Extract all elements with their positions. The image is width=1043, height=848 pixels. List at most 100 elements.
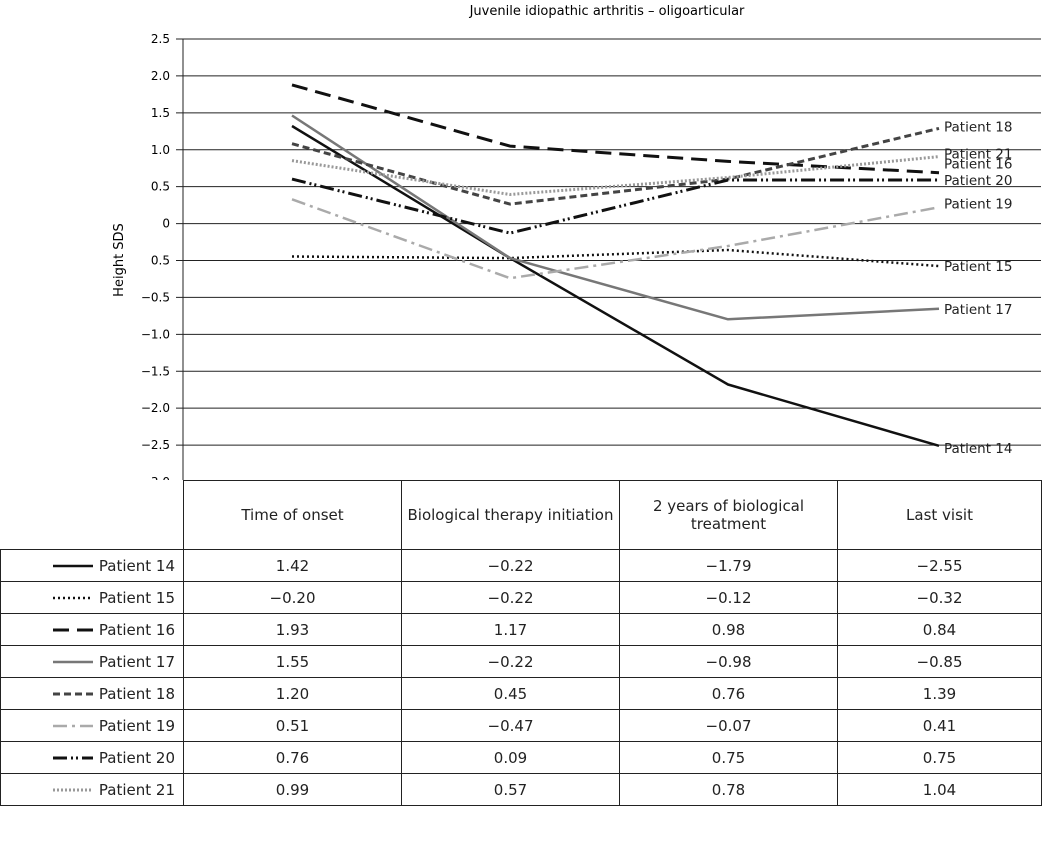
y-tick-label: −1.5 bbox=[141, 364, 170, 378]
series-name: Patient 16 bbox=[98, 620, 175, 639]
value-cell: −0.22 bbox=[401, 645, 620, 678]
series-end-label: Patient 21 bbox=[944, 147, 1012, 163]
series-end-label: Patient 18 bbox=[944, 119, 1012, 135]
legend-swatch bbox=[52, 660, 93, 664]
value-cell: −0.22 bbox=[401, 581, 620, 614]
value-cell: −0.98 bbox=[619, 645, 838, 678]
table-corner bbox=[0, 480, 184, 550]
y-tick-label: 2.0 bbox=[151, 69, 170, 83]
series-name-cell: Patient 14 bbox=[0, 549, 184, 582]
series-end-labels: Patient 14 Patient 15 Patient 16 Patient 17… bbox=[944, 119, 1012, 456]
y-tick-labels: 2.5 2.0 1.5 1.0 0.5 0 0.5 −0.5 −1.0 −1.5 −2.0 −2.5 −… bbox=[141, 32, 170, 480]
table-header-row: Time of onset Biological therapy initiat… bbox=[0, 480, 1042, 550]
value-cell: 1.04 bbox=[837, 773, 1042, 806]
legend-swatch bbox=[52, 756, 93, 760]
value-cell: −0.20 bbox=[183, 581, 402, 614]
y-tick-label: 2.5 bbox=[151, 32, 170, 46]
table-row: Patient 18 1.20 0.45 0.76 1.39 bbox=[0, 677, 1042, 710]
series-lines bbox=[291, 83, 940, 448]
y-tick-label: 0.5 bbox=[151, 254, 170, 268]
column-header: 2 years of biological treatment bbox=[619, 480, 838, 550]
value-cell: 0.99 bbox=[183, 773, 402, 806]
value-cell: 0.75 bbox=[837, 741, 1042, 774]
series-name-cell: Patient 17 bbox=[0, 645, 184, 678]
series-line bbox=[291, 83, 940, 175]
series-name: Patient 19 bbox=[98, 716, 175, 735]
series-name-cell: Patient 21 bbox=[0, 773, 184, 806]
value-cell: 1.42 bbox=[183, 549, 402, 582]
legend-swatch bbox=[52, 564, 93, 568]
value-cell: 0.76 bbox=[183, 741, 402, 774]
column-header: Last visit bbox=[837, 480, 1042, 550]
series-name-cell: Patient 20 bbox=[0, 741, 184, 774]
column-header: Biological therapy initiation bbox=[401, 480, 620, 550]
series-name-cell: Patient 16 bbox=[0, 613, 184, 646]
value-cell: −2.55 bbox=[837, 549, 1042, 582]
value-cell: 1.39 bbox=[837, 677, 1042, 710]
table-row: Patient 17 1.55 −0.22 −0.98 −0.85 bbox=[0, 645, 1042, 678]
value-cell: −0.47 bbox=[401, 709, 620, 742]
table-row: Patient 16 1.93 1.17 0.98 0.84 bbox=[0, 613, 1042, 646]
series-end-label: Patient 14 bbox=[944, 441, 1012, 457]
value-cell: 1.93 bbox=[183, 613, 402, 646]
column-header: Time of onset bbox=[183, 480, 402, 550]
line-chart: Juvenile idiopathic arthritis – oligoart… bbox=[112, 4, 1041, 480]
data-table: Time of onset Biological therapy initiat… bbox=[0, 480, 1042, 806]
series-name: Patient 20 bbox=[98, 748, 175, 767]
series-line bbox=[291, 198, 940, 280]
value-cell: 0.84 bbox=[837, 613, 1042, 646]
series-name: Patient 15 bbox=[98, 588, 175, 607]
y-tick-label: −0.5 bbox=[141, 290, 170, 304]
y-tick-label: 1.0 bbox=[151, 143, 170, 157]
value-cell: 0.98 bbox=[619, 613, 838, 646]
y-tick-label: 1.5 bbox=[151, 106, 170, 120]
table-row: Patient 15 −0.20 −0.22 −0.12 −0.32 bbox=[0, 581, 1042, 614]
value-cell: 1.17 bbox=[401, 613, 620, 646]
legend-swatch bbox=[52, 596, 93, 600]
series-end-label: Patient 15 bbox=[944, 259, 1012, 275]
value-cell: −0.12 bbox=[619, 581, 838, 614]
series-name-cell: Patient 15 bbox=[0, 581, 184, 614]
legend-swatch bbox=[52, 788, 93, 792]
value-cell: −0.32 bbox=[837, 581, 1042, 614]
legend-swatch bbox=[52, 692, 93, 696]
value-cell: 0.41 bbox=[837, 709, 1042, 742]
gridlines bbox=[176, 38, 1041, 480]
y-tick-label: −1.0 bbox=[141, 327, 170, 341]
series-line bbox=[291, 155, 940, 196]
legend-swatch bbox=[52, 628, 93, 632]
series-line bbox=[291, 126, 940, 206]
series-end-label: Patient 17 bbox=[944, 302, 1012, 318]
value-cell: 0.51 bbox=[183, 709, 402, 742]
series-end-label: Patient 19 bbox=[944, 196, 1012, 212]
series-name: Patient 14 bbox=[98, 556, 175, 575]
table-row: Patient 20 0.76 0.09 0.75 0.75 bbox=[0, 741, 1042, 774]
y-tick-label: −3.0 bbox=[141, 475, 170, 480]
chart-title: Juvenile idiopathic arthritis – oligoart… bbox=[469, 4, 745, 19]
value-cell: 0.09 bbox=[401, 741, 620, 774]
series-end-label: Patient 16 bbox=[944, 157, 1012, 173]
table-row: Patient 19 0.51 −0.47 −0.07 0.41 bbox=[0, 709, 1042, 742]
value-cell: 1.20 bbox=[183, 677, 402, 710]
value-cell: 0.75 bbox=[619, 741, 838, 774]
table-row: Patient 21 0.99 0.57 0.78 1.04 bbox=[0, 773, 1042, 806]
y-tick-label: 0.5 bbox=[151, 180, 170, 194]
value-cell: 1.55 bbox=[183, 645, 402, 678]
y-tick-label: 0 bbox=[162, 217, 170, 231]
series-name-cell: Patient 19 bbox=[0, 709, 184, 742]
series-name-cell: Patient 18 bbox=[0, 677, 184, 710]
series-name: Patient 18 bbox=[98, 684, 175, 703]
y-axis-label: Height SDS bbox=[112, 223, 127, 297]
value-cell: 0.45 bbox=[401, 677, 620, 710]
legend-swatch bbox=[52, 724, 93, 728]
value-cell: −0.85 bbox=[837, 645, 1042, 678]
value-cell: −0.07 bbox=[619, 709, 838, 742]
y-tick-label: −2.5 bbox=[141, 438, 170, 452]
series-line bbox=[291, 124, 940, 448]
value-cell: −1.79 bbox=[619, 549, 838, 582]
series-end-label: Patient 20 bbox=[944, 173, 1012, 189]
value-cell: −0.22 bbox=[401, 549, 620, 582]
series-line bbox=[291, 114, 940, 321]
value-cell: 0.76 bbox=[619, 677, 838, 710]
series-line bbox=[291, 177, 939, 235]
